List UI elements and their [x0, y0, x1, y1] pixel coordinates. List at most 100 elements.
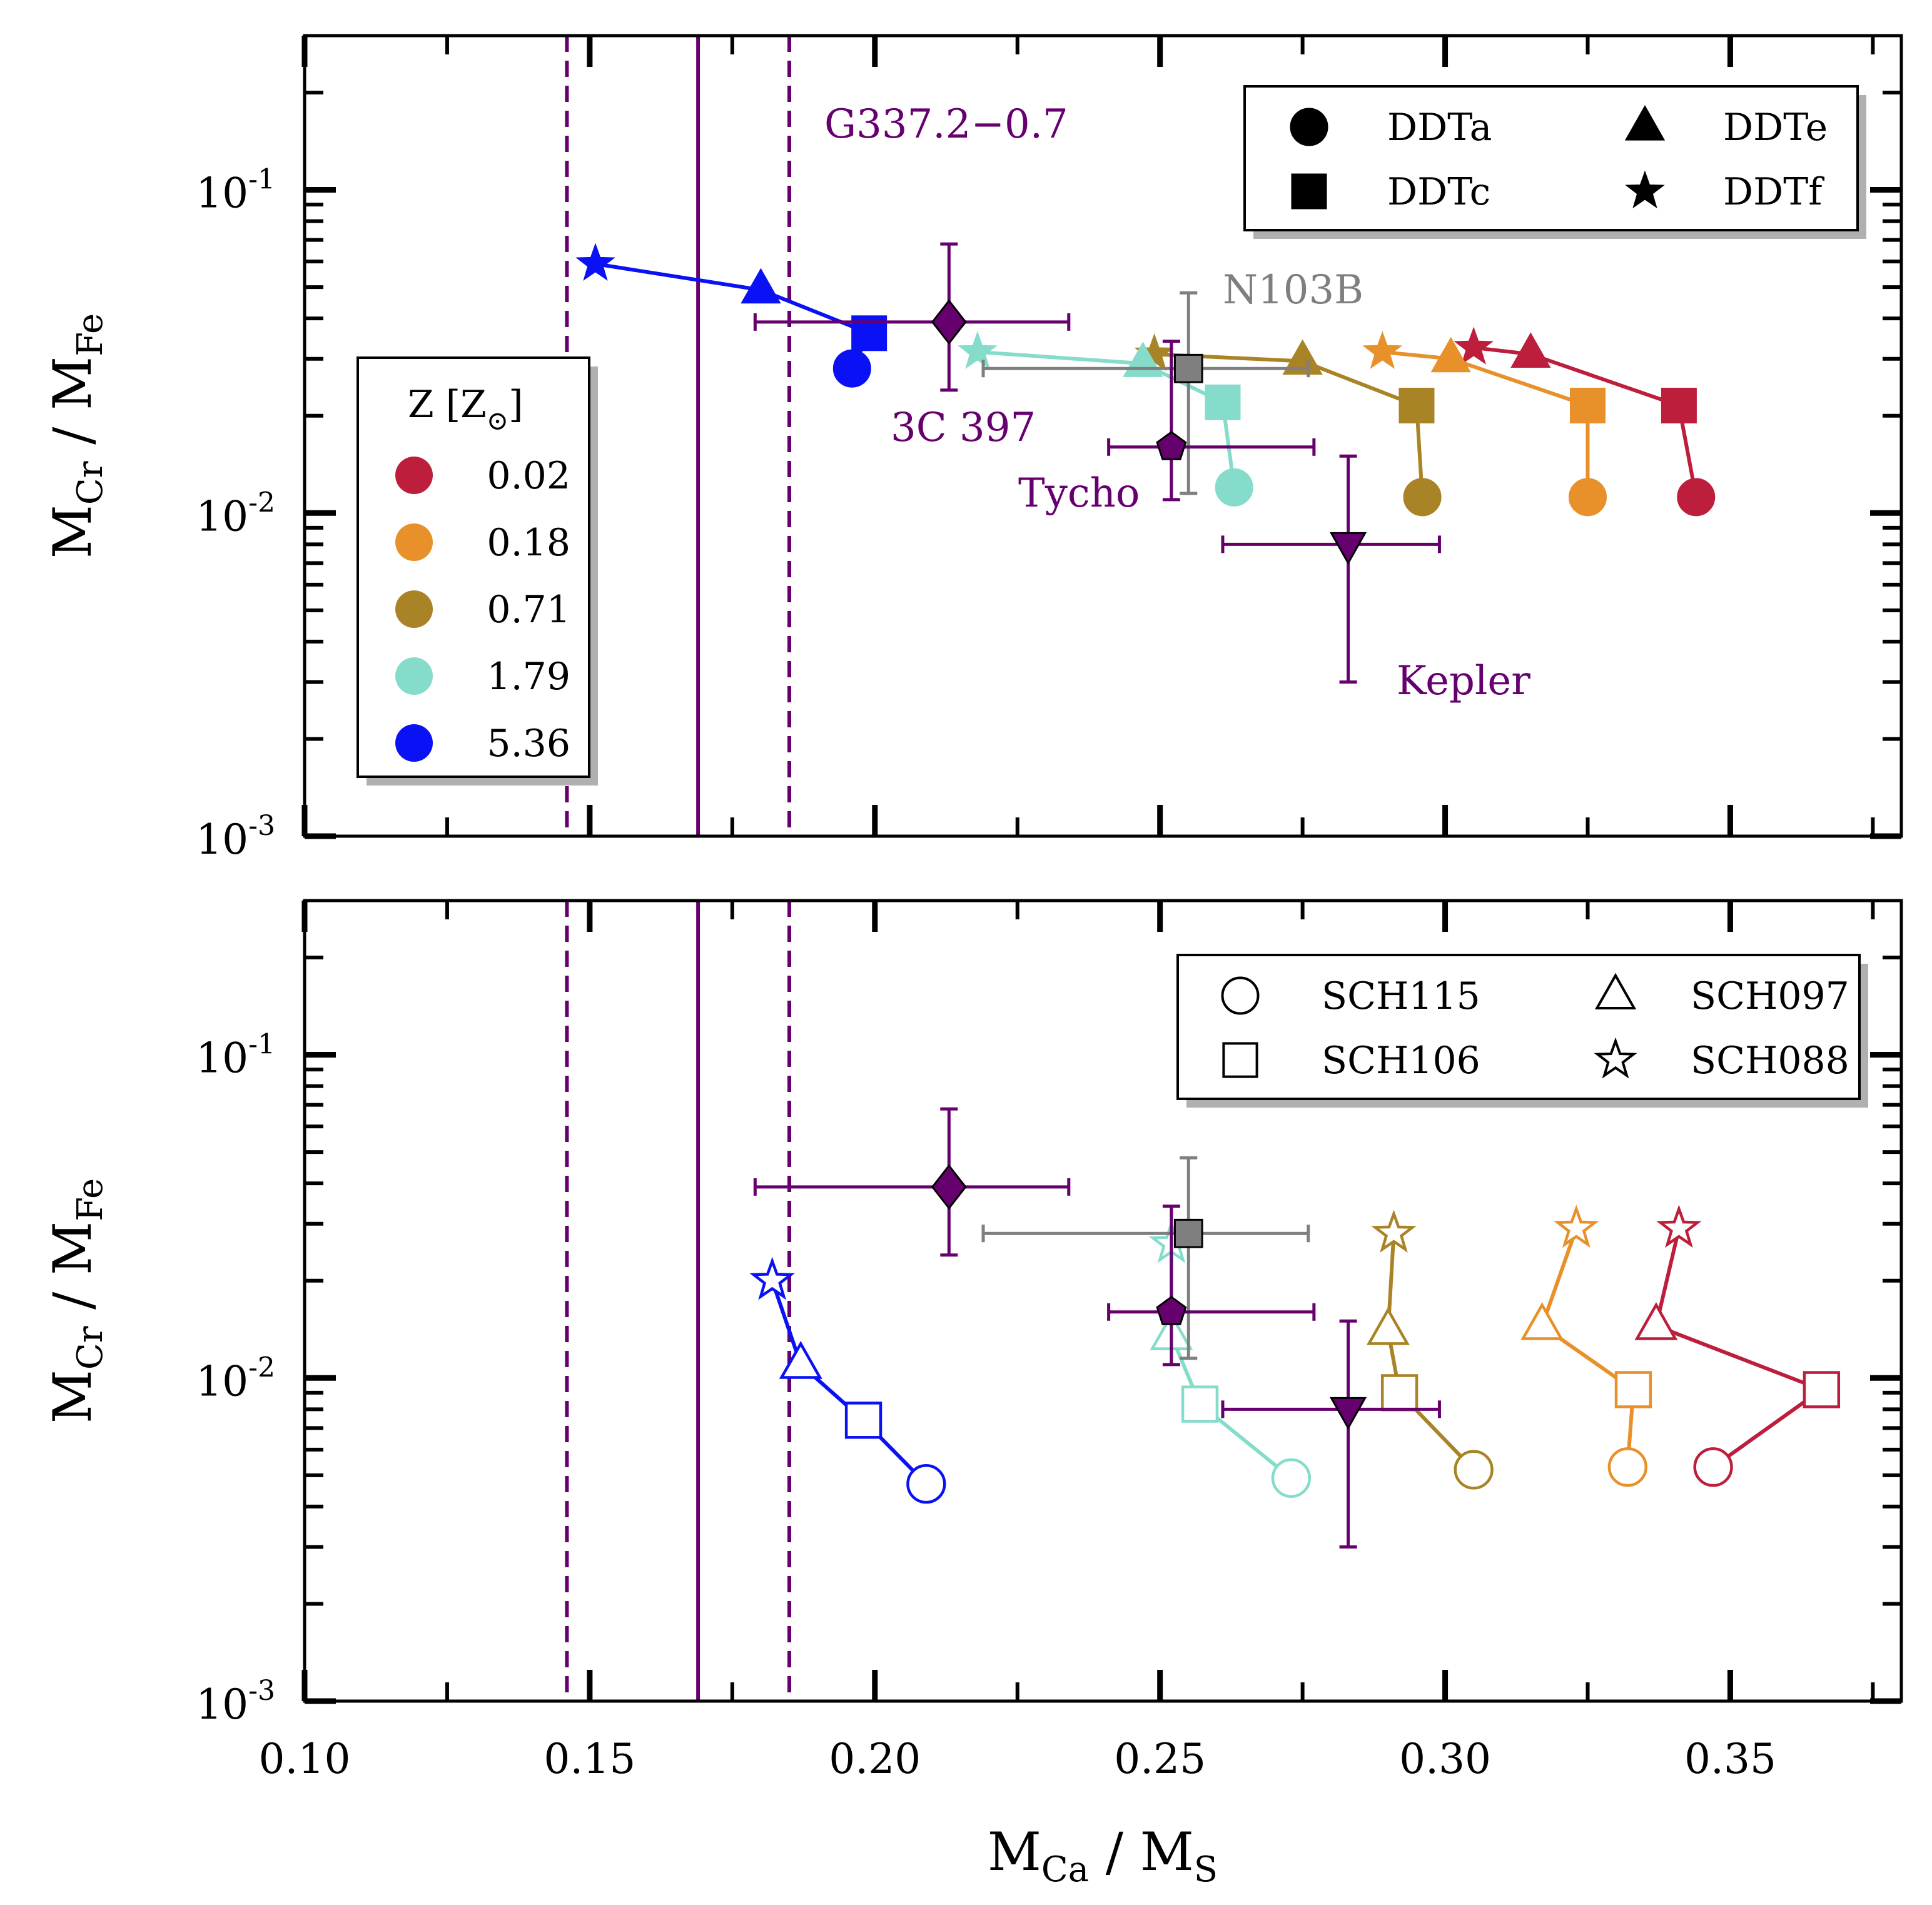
model-legend: DDTa DDTe DDTc DDTf [1243, 85, 1866, 239]
obs-label: Tycho [1018, 470, 1140, 517]
y-tick-label: 10-2 [196, 1352, 275, 1405]
y-axis-title-top: MCr / MFe [42, 313, 111, 558]
metallicity-legend-box [357, 356, 590, 778]
y-tick-base: 10 [196, 492, 248, 540]
point-ddtf-star [1362, 331, 1403, 369]
point-ddtf-star [575, 243, 615, 281]
legend-label: SCH106 [1322, 1039, 1480, 1083]
y-tick-base: 10 [196, 1034, 248, 1083]
point-sch097-triangle [1520, 1302, 1564, 1340]
obs-marker-triangle-down [1330, 532, 1367, 565]
x-tick-label: 0.10 [259, 1735, 351, 1783]
axes-frame [303, 899, 1903, 1703]
y-axis-title-top-main2: M [42, 356, 103, 410]
x-axis-title-sub: Ca [1041, 1849, 1089, 1890]
x-axis-title-sub2: S [1194, 1849, 1218, 1890]
point-sch088-star [1371, 1210, 1417, 1253]
x-tick-label: 0.35 [1684, 1735, 1776, 1783]
metallicity-label: 5.36 [487, 722, 570, 766]
legend-label: DDTf [1723, 170, 1824, 214]
y-tick-base: 10 [196, 816, 248, 864]
g337-label: G337.2−0.7 [824, 101, 1068, 148]
metallicity-swatch [395, 724, 433, 762]
legend-label: SCH115 [1322, 974, 1480, 1018]
obs-kepler [1221, 1319, 1441, 1549]
bottom-panel: 10-310-210-10.10 0.15 0.20 0.25 0.30 0.35SCH1… [196, 899, 1903, 1783]
obs-marker-triangle-down [1330, 1397, 1367, 1430]
y-axis-title-top-sep: / [42, 410, 103, 462]
y-axis-title-bottom-main2: M [42, 1221, 103, 1275]
point-sch097-triangle [1634, 1302, 1678, 1340]
series-z-0.18 [1520, 1205, 1652, 1487]
x-axis-title: MCa / MS [988, 1821, 1218, 1890]
point-sch097-triangle [779, 1341, 822, 1379]
obs-3c-397 [753, 1107, 1071, 1257]
legend-marker-star [1625, 170, 1665, 209]
metallicity-label: 0.02 [487, 454, 570, 498]
metallicity-swatch [395, 657, 433, 695]
metallicity-legend-title: Z [Z⊙] [408, 383, 523, 436]
point-sch106-square [1803, 1371, 1841, 1408]
point-sch088-star [1554, 1205, 1599, 1248]
point-ddtf-star [958, 331, 998, 369]
point-ddta-circle [1215, 468, 1253, 507]
x-tick-label: 0.25 [1114, 1735, 1206, 1783]
metallicity-title-sub: ⊙ [487, 405, 508, 436]
obs-marker-pentagon [1156, 1295, 1187, 1325]
point-ddtc-square [1398, 387, 1435, 423]
legend-marker-star [1594, 1037, 1637, 1079]
point-sch115-circle [1271, 1458, 1312, 1498]
plot-area [565, 36, 1716, 836]
point-sch115-circle [1693, 1447, 1733, 1487]
point-ddtc-square [1661, 387, 1697, 423]
obs-n103b [981, 291, 1310, 495]
series-z-1.79 [1148, 1220, 1312, 1498]
y-tick-exp: -1 [248, 1029, 275, 1061]
point-sch106-square [844, 1402, 883, 1439]
point-ddta-circle [1569, 478, 1607, 517]
y-axis-title-top-sub2: Fe [70, 313, 111, 356]
legend-box [1176, 954, 1861, 1100]
point-ddtc-square [1570, 387, 1606, 423]
legend-marker-triangle [1594, 973, 1637, 1010]
series-line [1154, 352, 1425, 497]
x-axis-title-sep: / [1089, 1821, 1140, 1882]
series-z-0.02 [1454, 326, 1716, 517]
point-sch106-square [1614, 1371, 1652, 1408]
metallicity-label: 1.79 [487, 655, 570, 699]
point-ddte-triangle [1510, 332, 1551, 368]
obs-tycho [1107, 340, 1316, 502]
obs-marker-diamond [931, 1164, 967, 1210]
metallicity-label: 0.18 [487, 521, 570, 565]
point-sch115-circle [1454, 1450, 1494, 1490]
point-sch097-triangle [1366, 1306, 1410, 1345]
y-axis-title-bottom-sep: / [42, 1275, 103, 1326]
y-tick-base: 10 [196, 1680, 248, 1729]
metallicity-swatch [395, 457, 433, 494]
y-tick-exp: -3 [248, 1675, 275, 1707]
series-line [595, 261, 871, 370]
point-sch115-circle [1607, 1447, 1647, 1487]
series-line [770, 1280, 928, 1485]
point-ddte-triangle [741, 268, 781, 304]
obs-tycho [1107, 1205, 1316, 1367]
point-ddta-circle [1403, 478, 1442, 517]
legend-marker-circle [1221, 976, 1260, 1015]
series-z-0.02 [1634, 1205, 1841, 1487]
plot-area [565, 901, 1841, 1701]
y-tick-base: 10 [196, 1357, 248, 1405]
y-axis-title-top-sub: Cr [70, 461, 111, 505]
metallicity-legend: Z [Z⊙] 0.02 0.18 0.71 1.79 5.36 [357, 356, 598, 786]
point-sch088-star [1656, 1205, 1702, 1248]
y-axis-title-bottom-main: M [42, 1370, 103, 1423]
obs-label: 3C 397 [891, 405, 1036, 451]
obs-label: Kepler [1397, 658, 1530, 704]
metallicity-swatch [395, 590, 433, 628]
series-z-5.36 [749, 1256, 946, 1504]
y-axis-title-bottom: MCr / MFe [42, 1178, 111, 1423]
obs-kepler [1221, 454, 1441, 684]
metallicity-title-close: ] [508, 383, 523, 427]
x-tick-label: 0.15 [544, 1735, 635, 1783]
